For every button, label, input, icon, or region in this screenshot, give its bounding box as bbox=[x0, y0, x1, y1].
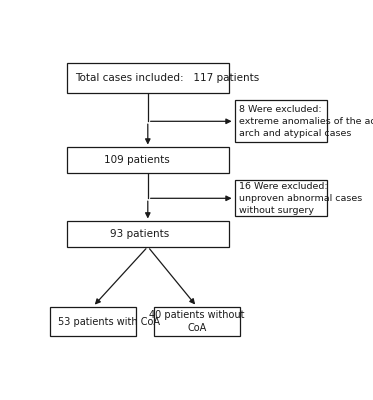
Text: 40 patients without
CoA: 40 patients without CoA bbox=[149, 310, 245, 333]
Text: Total cases included:   117 patients: Total cases included: 117 patients bbox=[75, 73, 260, 83]
FancyBboxPatch shape bbox=[67, 148, 229, 173]
FancyBboxPatch shape bbox=[154, 307, 240, 336]
Text: 8 Were excluded:
extreme anomalies of the aortic
arch and atypical cases: 8 Were excluded: extreme anomalies of th… bbox=[239, 105, 373, 138]
Text: 93 patients: 93 patients bbox=[110, 229, 169, 239]
FancyBboxPatch shape bbox=[235, 100, 327, 142]
Text: 109 patients: 109 patients bbox=[104, 155, 170, 165]
Text: 16 Were excluded:
unproven abnormal cases
without surgery: 16 Were excluded: unproven abnormal case… bbox=[239, 182, 363, 215]
FancyBboxPatch shape bbox=[67, 64, 229, 93]
Text: 53 patients with CoA: 53 patients with CoA bbox=[58, 316, 160, 326]
FancyBboxPatch shape bbox=[67, 222, 229, 247]
FancyBboxPatch shape bbox=[50, 307, 136, 336]
FancyBboxPatch shape bbox=[235, 180, 327, 216]
